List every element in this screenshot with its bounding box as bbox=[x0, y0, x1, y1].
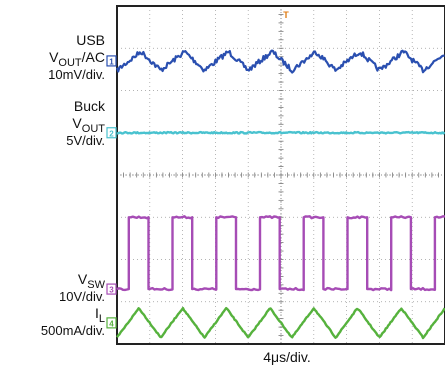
name-text: I bbox=[95, 305, 99, 321]
trace-ch1 bbox=[115, 49, 445, 74]
channel-scale: 5V/div. bbox=[66, 133, 105, 148]
channel-marker-number: 4 bbox=[109, 319, 114, 328]
waveform-traces bbox=[115, 49, 445, 340]
channel-label-4: 500mA/div.IL bbox=[41, 305, 105, 338]
channel-marker-box bbox=[106, 283, 117, 295]
channel-scale: 10V/div. bbox=[59, 289, 105, 304]
channel-name: IL bbox=[95, 305, 105, 325]
name-subscript: OUT bbox=[82, 123, 106, 135]
channel-marker-box bbox=[106, 317, 117, 329]
channel-scale: 10mV/div. bbox=[48, 67, 105, 82]
name-text: USB bbox=[76, 32, 105, 48]
channel-scale: 500mA/div. bbox=[41, 323, 105, 338]
channel-marker-2: 2 bbox=[106, 127, 117, 139]
trace-ch3 bbox=[116, 215, 445, 292]
trace-ch2 bbox=[116, 130, 445, 135]
channel-marker-box bbox=[106, 127, 117, 139]
screen-frame bbox=[116, 5, 445, 345]
name-text: V bbox=[49, 49, 59, 65]
name-text: Buck bbox=[74, 98, 106, 114]
channel-name: VSW bbox=[78, 271, 106, 291]
channel-marker-box bbox=[106, 55, 117, 67]
channel-name: VOUT/AC bbox=[49, 49, 105, 69]
channel-marker-1: 1 bbox=[106, 55, 117, 67]
time-base-label: 4μs/div. bbox=[263, 349, 311, 365]
name-subscript: L bbox=[99, 313, 105, 325]
channel-marker-3: 3 bbox=[106, 283, 117, 295]
channel-name: VOUT bbox=[72, 115, 105, 135]
name-text: V bbox=[78, 271, 88, 287]
trigger-marker: T bbox=[283, 10, 289, 20]
channel-marker-number: 1 bbox=[109, 57, 114, 66]
trace-ch4 bbox=[116, 306, 445, 340]
channel-marker-number: 2 bbox=[109, 129, 114, 138]
name-text: V bbox=[72, 115, 82, 131]
channel-name: USB bbox=[76, 32, 105, 48]
name-subscript: SW bbox=[87, 279, 105, 291]
channel-marker-4: 4 bbox=[106, 317, 117, 329]
channel-marker-number: 3 bbox=[109, 286, 114, 295]
channel-labels: 110mV/div.VOUT/ACUSB25V/div.VOUTBuck310V… bbox=[41, 32, 117, 338]
channel-label-3: 10V/div.VSW bbox=[59, 271, 106, 304]
channel-name: Buck bbox=[74, 98, 106, 114]
name-subscript: OUT bbox=[58, 57, 82, 69]
name-text: /AC bbox=[82, 49, 105, 65]
